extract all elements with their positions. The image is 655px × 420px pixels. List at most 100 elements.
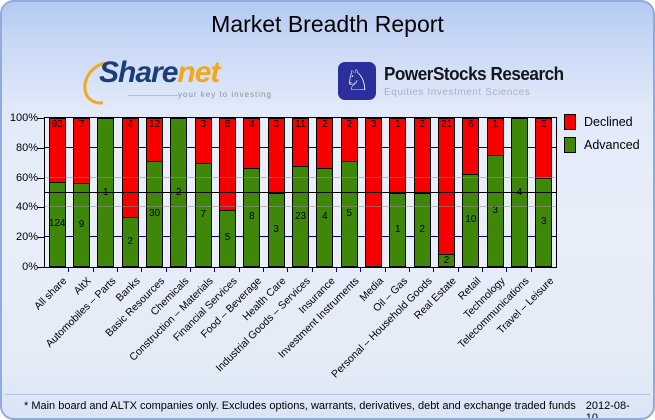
bar-segment-advanced: 4 (316, 167, 334, 267)
bar-value-advanced: 8 (249, 211, 255, 223)
x-axis-tick (482, 268, 483, 272)
bar-segment-declined: 3 (267, 118, 285, 193)
bar-value-advanced: 10 (465, 214, 477, 226)
bar-value-declined: 3 (200, 119, 206, 130)
bar-11: 11 23 (292, 118, 309, 267)
bar-value-advanced: 5 (346, 207, 352, 219)
y-tick-label: 20% (15, 231, 38, 244)
bar-value-advanced: 30 (148, 207, 161, 219)
bar-value-declined: 3 (370, 119, 377, 130)
sharenet-wordmark-share: Share (99, 56, 178, 89)
sharenet-wordmark-net: net (177, 56, 220, 89)
page-title: Market Breadth Report (211, 11, 444, 37)
bar-segment-advanced: 10 (462, 173, 480, 267)
bar-segment-declined: 7 (73, 118, 90, 184)
legend-swatch-declined (564, 114, 576, 130)
bar-segment-advanced: 30 (146, 160, 163, 267)
bar-value-advanced: 3 (492, 205, 498, 217)
bar-segment-declined: 4 (243, 118, 261, 168)
bar-value-declined: 12 (148, 119, 161, 130)
bar-segment-declined: 1 (486, 118, 504, 156)
bar-value-declined: 2 (346, 119, 352, 130)
x-axis-tick (92, 268, 94, 272)
x-axis-tick (263, 268, 264, 272)
bar-segment-advanced: 23 (292, 166, 309, 267)
bar-value-advanced: 1 (103, 187, 109, 199)
bar-value-advanced: 5 (224, 232, 231, 244)
x-axis-label: All share (32, 275, 70, 313)
bar-value-declined: 2 (322, 119, 328, 130)
bar-value-declined: 2 (541, 119, 547, 130)
gridline-60 (45, 176, 556, 178)
bar-value-declined: 7 (78, 119, 85, 130)
bar-value-advanced: 4 (322, 211, 328, 223)
bar-segment-declined: 2 (413, 118, 431, 193)
footer: * Main board and ALTX companies only. Ex… (24, 400, 641, 420)
bar-20: 4 (511, 118, 528, 267)
bar-segment-declined: 21 (438, 118, 455, 255)
bar-17: 21 2 (438, 118, 455, 267)
bar-segment-advanced: 5 (219, 209, 236, 267)
x-axis-tick (190, 268, 191, 272)
bar-value-advanced: 4 (517, 187, 523, 199)
bars-container: 9312479142123023785483311232425311222126… (45, 118, 556, 267)
bar-value-advanced: 2 (127, 236, 133, 248)
bar-segment-advanced: 7 (194, 162, 212, 267)
bar-segment-declined: 2 (340, 118, 358, 161)
bar-segment-advanced: 2 (413, 192, 431, 267)
bar-14: 3 (365, 118, 382, 267)
x-axis-tick (530, 268, 532, 272)
gridline-40 (45, 206, 556, 208)
footer-divider (5, 394, 650, 395)
bar-value-declined: 8 (224, 119, 231, 130)
bar-value-advanced: 2 (176, 187, 182, 199)
bar-segment-advanced: 2 (121, 217, 139, 267)
x-axis-tick (336, 268, 337, 272)
legend-row-advanced: Advanced (564, 137, 640, 153)
y-tick-label: 40% (15, 201, 38, 214)
x-axis-tick (457, 268, 459, 272)
bar-value-advanced: 3 (541, 216, 547, 228)
bar-segment-declined: 3 (365, 118, 382, 267)
footer-date: 2012-08-10 (585, 400, 630, 420)
x-axis-tick (409, 268, 410, 272)
bar-segment-advanced: 3 (267, 192, 285, 267)
bar-segment-declined: 2 (535, 118, 553, 178)
sharenet-logo: Sharenet your key to investing (74, 53, 271, 113)
plot-area: 9312479142123023785483311232425311222126… (44, 117, 557, 268)
legend-label-advanced: Advanced (584, 138, 640, 152)
bar-segment-advanced: 1 (97, 118, 115, 267)
powerstocks-logo: ♘ PowerStocks Research Equities Investme… (338, 60, 573, 102)
bar-3: 1 (97, 118, 115, 267)
bar-value-advanced: 3 (273, 223, 279, 235)
sharenet-tagline: your key to investing (178, 90, 272, 99)
bar-segment-advanced: 9 (73, 183, 90, 267)
bar-segment-advanced: 5 (340, 160, 358, 267)
bar-segment-declined: 1 (389, 118, 407, 193)
bar-1: 93 124 (48, 118, 66, 267)
bar-segment-declined: 8 (219, 118, 236, 210)
bar-value-advanced: 1 (395, 223, 401, 235)
bar-segment-advanced: 2 (170, 118, 188, 267)
bar-segment-advanced: 3 (486, 155, 504, 267)
bar-5: 12 30 (146, 118, 163, 267)
bar-segment-declined: 11 (292, 118, 309, 167)
bar-segment-advanced: 124 (48, 181, 66, 267)
x-axis-tick (360, 268, 362, 272)
sharenet-wordmark: Sharenet (99, 56, 220, 90)
legend-row-declined: Declined (564, 114, 640, 130)
x-axis-tick (238, 268, 240, 272)
x-axis-tick (287, 268, 289, 272)
bar-segment-declined: 3 (194, 118, 212, 163)
x-axis-tick (141, 268, 143, 272)
bar-segment-declined: 4 (121, 118, 139, 218)
bar-segment-advanced: 4 (511, 118, 528, 267)
